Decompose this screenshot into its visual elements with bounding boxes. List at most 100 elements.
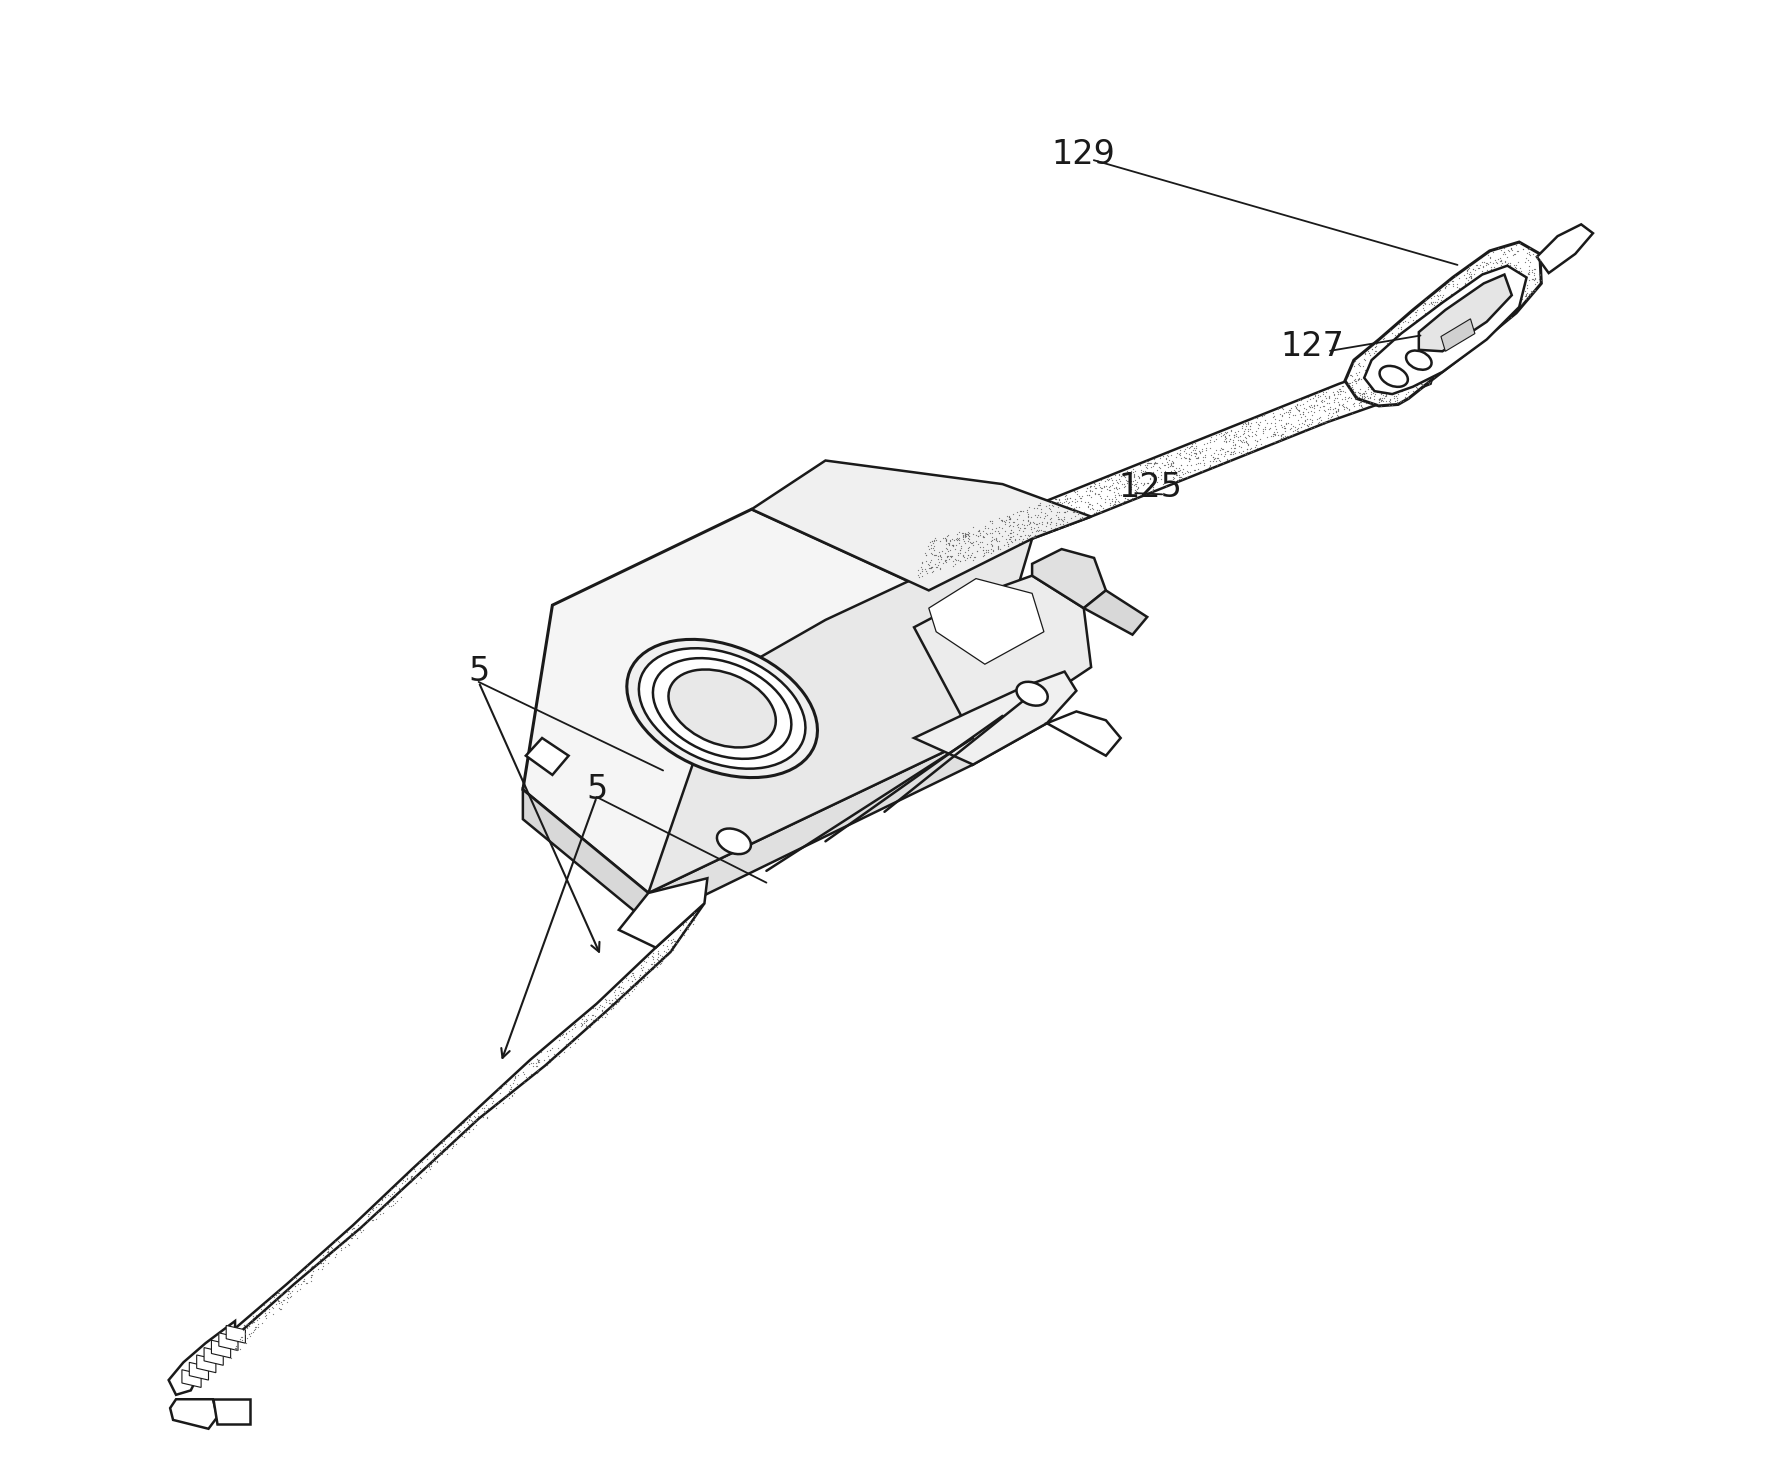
Point — [402, 1170, 430, 1194]
Point — [1481, 279, 1509, 303]
Point — [1095, 493, 1123, 517]
Point — [1229, 428, 1258, 452]
Point — [1104, 481, 1132, 505]
Point — [524, 1054, 552, 1077]
Point — [1502, 282, 1530, 306]
Point — [1037, 508, 1065, 531]
Point — [1459, 311, 1488, 335]
Point — [994, 505, 1022, 528]
Point — [368, 1187, 396, 1210]
Point — [1520, 266, 1548, 289]
Point — [1438, 298, 1467, 322]
Point — [1206, 441, 1235, 465]
Point — [1019, 496, 1047, 520]
Point — [1240, 406, 1268, 430]
Point — [1470, 261, 1498, 285]
Point — [525, 1049, 554, 1073]
Point — [1385, 363, 1413, 387]
Point — [586, 993, 614, 1017]
Point — [1481, 282, 1509, 306]
Point — [1256, 416, 1284, 440]
Point — [1238, 438, 1267, 462]
Point — [1481, 260, 1509, 283]
Point — [1516, 282, 1544, 306]
Point — [1401, 334, 1429, 357]
Point — [1100, 477, 1129, 500]
Point — [1033, 494, 1061, 518]
Point — [497, 1077, 525, 1101]
Point — [632, 959, 660, 983]
Point — [996, 512, 1024, 536]
Point — [1014, 505, 1042, 528]
Point — [1399, 353, 1428, 376]
Point — [1422, 342, 1451, 366]
Point — [1279, 424, 1307, 447]
Point — [373, 1193, 402, 1216]
Point — [1396, 362, 1424, 385]
Point — [426, 1131, 455, 1154]
Point — [1458, 277, 1486, 301]
Point — [1467, 286, 1495, 310]
Point — [1344, 351, 1373, 375]
Point — [301, 1253, 329, 1277]
Point — [1132, 483, 1160, 506]
Point — [1159, 466, 1187, 490]
Point — [1176, 443, 1205, 466]
Point — [1366, 368, 1394, 391]
Point — [1189, 459, 1217, 483]
Point — [1415, 351, 1444, 375]
Point — [1051, 506, 1079, 530]
Point — [621, 974, 649, 998]
Point — [1369, 363, 1398, 387]
Point — [907, 555, 936, 579]
Point — [1180, 458, 1208, 481]
Point — [1421, 365, 1449, 388]
Point — [1104, 471, 1132, 494]
Point — [1417, 291, 1445, 314]
Point — [1442, 292, 1470, 316]
Point — [1484, 275, 1512, 298]
Point — [1390, 385, 1419, 409]
Point — [1385, 322, 1413, 345]
Point — [1362, 359, 1390, 382]
Point — [1424, 294, 1452, 317]
Point — [1396, 329, 1424, 353]
Point — [1290, 413, 1318, 437]
Point — [458, 1110, 486, 1134]
Point — [1169, 462, 1198, 486]
Point — [1366, 387, 1394, 410]
Point — [311, 1247, 340, 1271]
Point — [1431, 310, 1459, 334]
Point — [1442, 264, 1470, 288]
Point — [1507, 260, 1535, 283]
Point — [1438, 282, 1467, 306]
Point — [451, 1120, 479, 1144]
Point — [1413, 317, 1442, 341]
Point — [1399, 326, 1428, 350]
Point — [1359, 359, 1387, 382]
Point — [946, 540, 975, 564]
Point — [1336, 399, 1364, 422]
Point — [1024, 515, 1053, 539]
Point — [999, 511, 1028, 534]
Point — [509, 1061, 538, 1085]
Point — [1047, 509, 1076, 533]
Point — [1014, 505, 1042, 528]
Point — [1426, 279, 1454, 303]
Point — [1380, 368, 1408, 391]
Point — [1162, 463, 1191, 487]
Point — [1146, 461, 1175, 484]
Point — [219, 1337, 248, 1361]
Point — [1373, 362, 1401, 385]
Point — [407, 1156, 435, 1179]
Point — [651, 940, 679, 964]
Point — [1219, 440, 1247, 463]
Point — [1472, 303, 1500, 326]
Point — [1329, 393, 1357, 416]
Point — [1344, 397, 1373, 421]
Point — [1015, 511, 1044, 534]
Point — [1403, 353, 1431, 376]
Point — [1182, 441, 1210, 465]
Point — [1479, 264, 1507, 288]
Point — [1206, 421, 1235, 444]
